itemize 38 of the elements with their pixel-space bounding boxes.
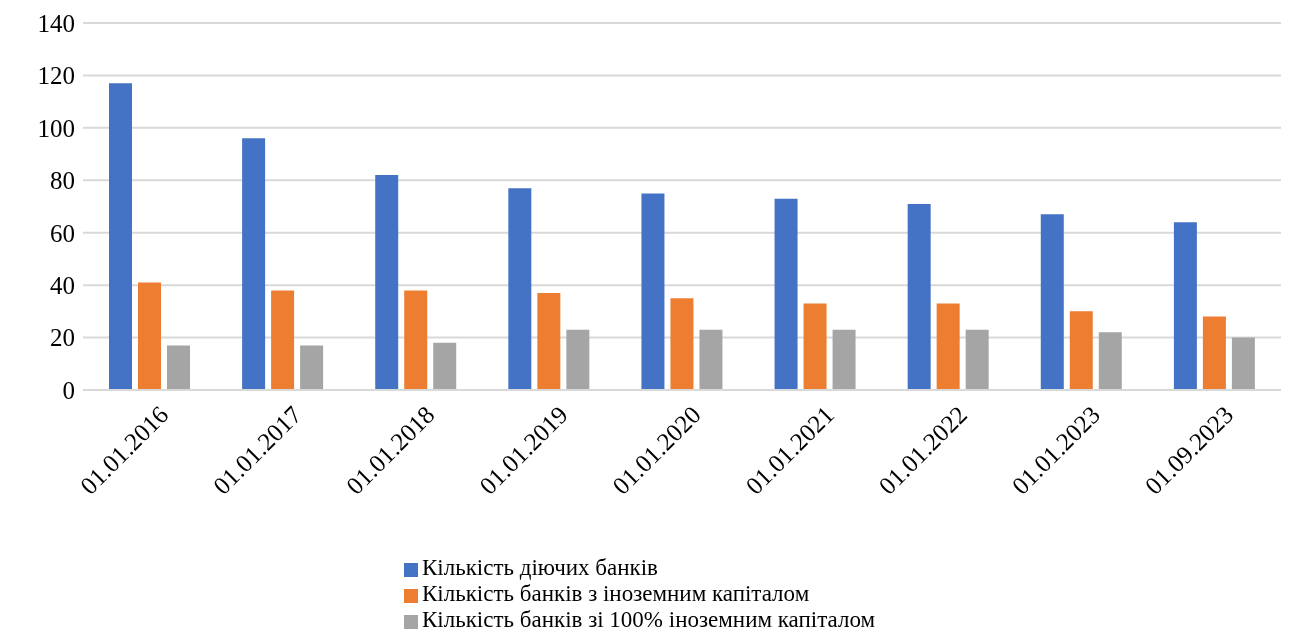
bar xyxy=(271,290,295,390)
bar xyxy=(537,293,561,390)
bar xyxy=(242,138,266,390)
y-tick-label: 120 xyxy=(37,62,75,90)
legend-label: Кількість діючих банків xyxy=(421,555,658,580)
legend-label: Кількість банків зі 100% іноземним капіталом xyxy=(421,607,876,632)
bar xyxy=(774,198,798,390)
y-tick-label: 100 xyxy=(37,114,75,142)
bar xyxy=(936,303,960,390)
legend-label: Кількість банків з іноземним капіталом xyxy=(421,581,810,606)
bar xyxy=(1231,337,1255,390)
y-tick-label: 60 xyxy=(50,219,75,247)
bar xyxy=(699,329,723,390)
bar xyxy=(1173,222,1197,390)
bar xyxy=(167,345,190,390)
bar xyxy=(433,342,457,390)
bar xyxy=(832,329,856,390)
y-tick-label: 20 xyxy=(50,324,75,352)
bar xyxy=(1202,316,1226,390)
bar xyxy=(907,203,931,390)
y-tick-label: 0 xyxy=(62,376,75,404)
bar xyxy=(566,329,590,390)
y-tick-label: 140 xyxy=(37,9,75,37)
bar xyxy=(803,303,827,390)
bar xyxy=(109,83,132,390)
bar xyxy=(1040,214,1064,390)
y-tick-label: 40 xyxy=(50,272,75,300)
y-tick-label: 80 xyxy=(50,167,75,195)
bar xyxy=(965,329,989,390)
bar xyxy=(641,193,665,390)
bar xyxy=(670,298,694,390)
bar xyxy=(1069,311,1093,390)
bar xyxy=(138,282,161,390)
bar xyxy=(375,175,399,390)
bar xyxy=(508,188,532,390)
bar xyxy=(404,290,428,390)
bar xyxy=(1098,332,1122,390)
bar xyxy=(300,345,324,390)
